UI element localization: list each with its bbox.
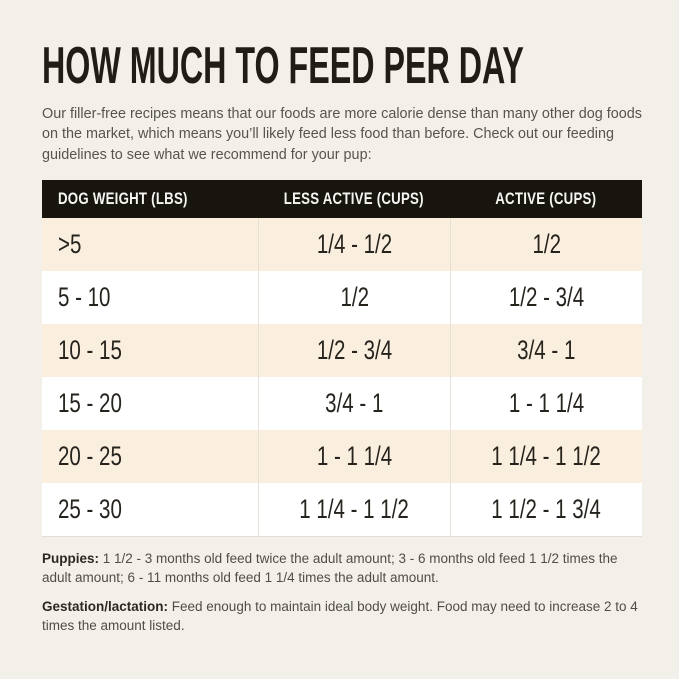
header-label-less-active: LESS ACTIVE (CUPS) bbox=[283, 189, 425, 209]
weight-cell: 10 - 15 bbox=[42, 324, 258, 377]
header-label-active: ACTIVE (CUPS) bbox=[495, 189, 597, 209]
less-active-value: 1/2 - 3/4 bbox=[316, 335, 393, 366]
active-value: 1/2 - 3/4 bbox=[508, 282, 585, 313]
less-active-cell: 1 1/4 - 1 1/2 bbox=[258, 483, 450, 537]
weight-cell: 5 - 10 bbox=[42, 271, 258, 324]
weight-cell: 25 - 30 bbox=[42, 483, 258, 536]
header-label-dog-weight: DOG WEIGHT (LBS) bbox=[58, 189, 188, 209]
page-title: HOW MUCH TO FEED PER DAY bbox=[42, 40, 642, 92]
weight-cell: >5 bbox=[42, 218, 258, 271]
puppies-note-text: 1 1/2 - 3 months old feed twice the adul… bbox=[42, 551, 618, 586]
active-value: 1 1/2 - 1 3/4 bbox=[491, 494, 602, 525]
weight-value: 25 - 30 bbox=[58, 494, 122, 525]
header-cell-dog-weight: DOG WEIGHT (LBS) bbox=[42, 180, 258, 218]
weight-cell: 15 - 20 bbox=[42, 377, 258, 430]
header-cell-active: ACTIVE (CUPS) bbox=[450, 180, 642, 218]
active-cell: 1 1/2 - 1 3/4 bbox=[450, 483, 642, 537]
less-active-cell: 1 - 1 1/4 bbox=[258, 430, 450, 484]
active-cell: 1/2 - 3/4 bbox=[450, 271, 642, 325]
page-title-text: HOW MUCH TO FEED PER DAY bbox=[42, 37, 524, 95]
intro-text: Our filler-free recipes means that our f… bbox=[42, 106, 642, 163]
active-value: 1 - 1 1/4 bbox=[508, 388, 585, 419]
gestation-note: Gestation/lactation: Feed enough to main… bbox=[42, 598, 648, 636]
weight-value: 15 - 20 bbox=[58, 388, 122, 419]
less-active-value: 3/4 - 1 bbox=[325, 388, 384, 419]
weight-value: >5 bbox=[58, 229, 82, 260]
puppies-note-label: Puppies: bbox=[42, 551, 100, 567]
weight-value: 20 - 25 bbox=[58, 441, 122, 472]
active-value: 1/2 bbox=[532, 229, 561, 260]
table-row: 25 - 30 1 1/4 - 1 1/2 1 1/2 - 1 3/4 bbox=[42, 483, 642, 537]
table-row: 10 - 15 1/2 - 3/4 3/4 - 1 bbox=[42, 324, 642, 378]
active-cell: 1/2 bbox=[450, 218, 642, 272]
weight-value: 10 - 15 bbox=[58, 335, 122, 366]
table-row: >5 1/4 - 1/2 1/2 bbox=[42, 218, 642, 272]
less-active-cell: 1/4 - 1/2 bbox=[258, 218, 450, 272]
less-active-value: 1/2 bbox=[340, 282, 369, 313]
active-value: 3/4 - 1 bbox=[517, 335, 576, 366]
feeding-table: DOG WEIGHT (LBS) LESS ACTIVE (CUPS) ACTI… bbox=[42, 180, 642, 538]
weight-cell: 20 - 25 bbox=[42, 430, 258, 483]
less-active-cell: 3/4 - 1 bbox=[258, 377, 450, 431]
less-active-value: 1 1/4 - 1 1/2 bbox=[299, 494, 410, 525]
table-row: 5 - 10 1/2 1/2 - 3/4 bbox=[42, 271, 642, 325]
gestation-note-text: Feed enough to maintain ideal body weigh… bbox=[42, 599, 638, 634]
less-active-value: 1/4 - 1/2 bbox=[316, 229, 393, 260]
table-row: 15 - 20 3/4 - 1 1 - 1 1/4 bbox=[42, 377, 642, 431]
footnotes: Puppies: 1 1/2 - 3 months old feed twice… bbox=[42, 550, 648, 636]
active-value: 1 1/4 - 1 1/2 bbox=[491, 441, 602, 472]
active-cell: 1 - 1 1/4 bbox=[450, 377, 642, 431]
gestation-note-label: Gestation/lactation: bbox=[42, 599, 169, 615]
weight-value: 5 - 10 bbox=[58, 282, 111, 313]
puppies-note: Puppies: 1 1/2 - 3 months old feed twice… bbox=[42, 550, 648, 588]
table-header-row: DOG WEIGHT (LBS) LESS ACTIVE (CUPS) ACTI… bbox=[42, 180, 642, 219]
less-active-cell: 1/2 bbox=[258, 271, 450, 325]
less-active-value: 1 - 1 1/4 bbox=[316, 441, 393, 472]
active-cell: 1 1/4 - 1 1/2 bbox=[450, 430, 642, 484]
less-active-cell: 1/2 - 3/4 bbox=[258, 324, 450, 378]
header-cell-less-active: LESS ACTIVE (CUPS) bbox=[258, 180, 450, 218]
active-cell: 3/4 - 1 bbox=[450, 324, 642, 378]
table-row: 20 - 25 1 - 1 1/4 1 1/4 - 1 1/2 bbox=[42, 430, 642, 484]
